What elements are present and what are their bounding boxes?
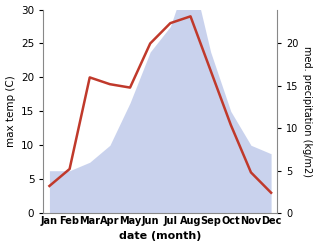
Y-axis label: med. precipitation (kg/m2): med. precipitation (kg/m2) <box>302 46 313 177</box>
Y-axis label: max temp (C): max temp (C) <box>5 75 16 147</box>
X-axis label: date (month): date (month) <box>119 231 202 242</box>
